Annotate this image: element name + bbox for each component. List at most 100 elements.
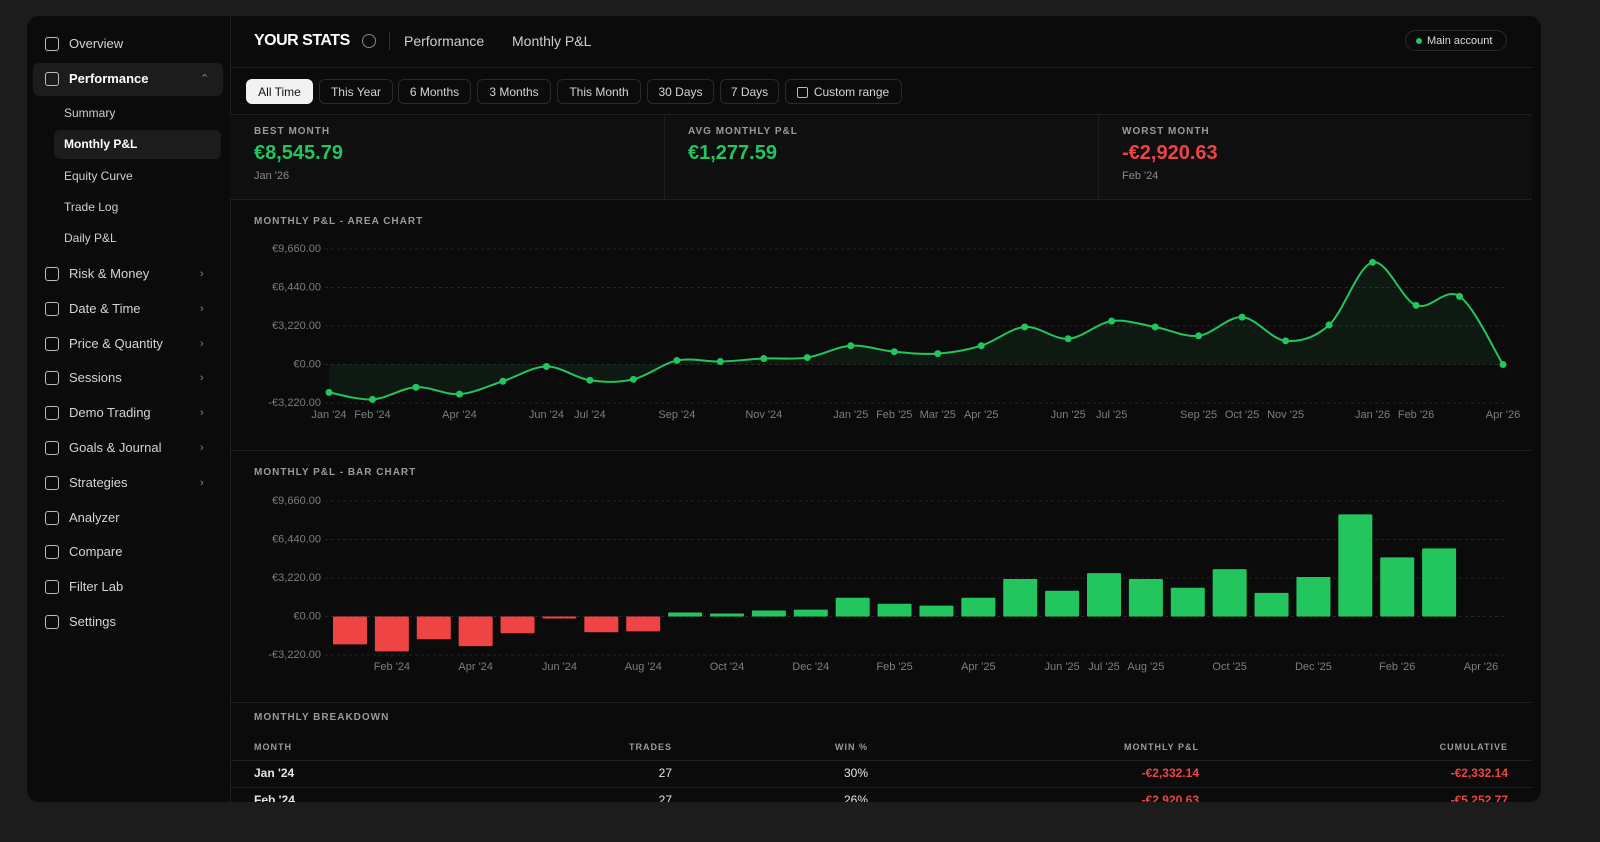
x-tick-label: Feb '24 xyxy=(354,409,390,421)
table-title: MONTHLY BREAKDOWN xyxy=(254,712,390,723)
x-tick-label: Jan '26 xyxy=(1355,409,1390,421)
sidebar-border xyxy=(230,16,231,802)
stat-label: BEST MONTH xyxy=(254,126,331,137)
filter-button[interactable]: 3 Months xyxy=(477,79,551,104)
x-tick-label: Jul '25 xyxy=(1088,661,1119,673)
x-tick-label: Nov '25 xyxy=(1267,409,1304,421)
data-point xyxy=(934,350,942,358)
x-tick-label: Feb '24 xyxy=(374,661,410,673)
active-sub xyxy=(54,130,221,159)
x-tick-label: Aug '25 xyxy=(1127,661,1164,673)
sub-nav-item[interactable]: Equity Curve xyxy=(64,168,133,183)
nav-item[interactable]: Overview xyxy=(69,36,124,51)
bar xyxy=(835,597,870,617)
x-tick-label: Dec '25 xyxy=(1295,661,1332,673)
data-point xyxy=(1108,317,1116,325)
data-point xyxy=(542,362,550,370)
chevron: › xyxy=(200,337,204,350)
filter-button[interactable]: 30 Days xyxy=(647,79,714,104)
x-tick-label: Dec '24 xyxy=(792,661,829,673)
data-point xyxy=(629,375,637,383)
data-point xyxy=(325,388,333,396)
filter-button[interactable]: All Time xyxy=(246,79,313,104)
table-cell: -€2,332.14 xyxy=(1141,766,1199,780)
nav-item[interactable]: Price & Quantity xyxy=(69,335,163,351)
x-tick-label: Jan '24 xyxy=(311,409,346,421)
data-point xyxy=(977,342,985,350)
nav-item[interactable]: Goals & Journal xyxy=(69,440,162,455)
stat-label: WORST MONTH xyxy=(1122,126,1210,137)
nav-item[interactable]: Compare xyxy=(69,544,123,560)
data-point xyxy=(1282,337,1290,345)
x-tick-label: Apr '26 xyxy=(1486,409,1521,421)
data-point xyxy=(890,348,898,356)
sub-nav-item[interactable]: Summary xyxy=(64,106,116,120)
breadcrumb[interactable]: Monthly P&L xyxy=(512,33,592,49)
account-label[interactable]: Main account xyxy=(1427,35,1493,47)
filter-button[interactable]: This Month xyxy=(557,79,641,104)
bar xyxy=(416,616,451,640)
header-border xyxy=(230,67,1532,68)
bar xyxy=(1170,587,1205,617)
nav-item[interactable]: Sessions xyxy=(69,370,122,386)
chevron: › xyxy=(200,302,204,315)
stat-label: AVG MONTHLY P&L xyxy=(688,126,798,137)
x-tick-label: Apr '24 xyxy=(442,409,477,421)
account-dot xyxy=(1416,38,1422,44)
data-point xyxy=(368,395,376,403)
x-tick-label: Oct '25 xyxy=(1212,661,1247,673)
table-cell: -€2,332.14 xyxy=(1450,766,1508,780)
info-icon xyxy=(362,34,376,48)
table-header: TRADES xyxy=(628,742,672,752)
nav-icon xyxy=(45,72,59,86)
data-point xyxy=(1325,321,1333,329)
bar xyxy=(1212,569,1247,617)
sub-nav-item[interactable]: Trade Log xyxy=(64,199,119,214)
x-tick-label: Sep '25 xyxy=(1180,409,1217,421)
x-tick-label: Oct '25 xyxy=(1225,409,1260,421)
stat-value: -€2,920.63 xyxy=(1122,142,1218,164)
bar xyxy=(1380,557,1415,617)
calendar-icon xyxy=(797,87,808,98)
data-point xyxy=(847,342,855,350)
x-tick-label: Apr '25 xyxy=(961,661,996,673)
y-tick-label: €6,440.00 xyxy=(272,281,321,293)
nav-item[interactable]: Performance xyxy=(69,71,149,86)
stat-sub: Jan '26 xyxy=(254,170,290,182)
nav-item[interactable]: Settings xyxy=(69,614,116,629)
panel-bottom xyxy=(27,802,1541,842)
nav-item[interactable]: Date & Time xyxy=(69,300,141,316)
nav-icon xyxy=(45,336,59,351)
area-fill xyxy=(329,262,1503,400)
filter-button[interactable]: 7 Days xyxy=(720,79,779,104)
bar xyxy=(793,609,828,617)
table-header: MONTHLY P&L xyxy=(1123,742,1199,752)
bar xyxy=(333,616,367,645)
nav-icon xyxy=(45,441,59,455)
x-tick-label: Jun '24 xyxy=(529,409,564,421)
nav-item[interactable]: Demo Trading xyxy=(69,405,151,421)
bar xyxy=(668,612,703,617)
nav-item[interactable]: Strategies xyxy=(69,474,128,490)
chevron: › xyxy=(200,476,204,489)
breadcrumb[interactable]: Performance xyxy=(404,33,485,49)
active-nav xyxy=(33,63,223,96)
sub-nav-item[interactable]: Daily P&L xyxy=(64,231,117,246)
filter-button[interactable]: 6 Months xyxy=(398,79,471,104)
sub-nav-item[interactable]: Monthly P&L xyxy=(64,137,138,152)
nav-icon xyxy=(45,545,59,560)
divider xyxy=(230,450,1532,451)
x-tick-label: Jul '25 xyxy=(1096,409,1127,421)
table-header: WIN % xyxy=(835,742,868,752)
nav-item[interactable]: Filter Lab xyxy=(69,579,124,595)
data-point xyxy=(455,390,463,398)
chevron: › xyxy=(200,268,204,280)
filter-button[interactable]: This Year xyxy=(319,79,393,104)
filter-button[interactable]: Custom range xyxy=(785,79,902,104)
nav-item[interactable]: Risk & Money xyxy=(69,266,150,281)
chart-title: MONTHLY P&L - BAR CHART xyxy=(254,467,417,478)
nav-item[interactable]: Analyzer xyxy=(69,509,120,525)
data-point xyxy=(1151,323,1159,331)
